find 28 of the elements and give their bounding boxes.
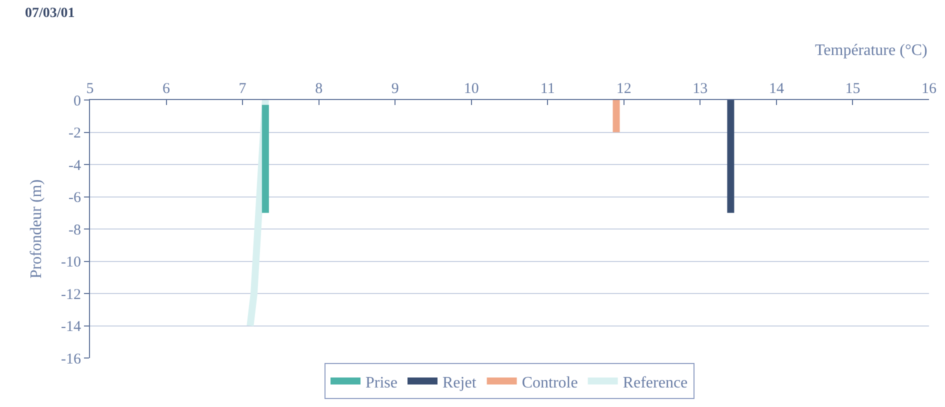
legend-label: Prise [366, 374, 398, 392]
x-axis-title: Température (°C) [815, 42, 928, 59]
x-tick-label: 14 [768, 81, 784, 97]
y-tick-label: -12 [61, 286, 81, 303]
legend-label: Reference [622, 374, 688, 392]
y-tick-label: -6 [68, 190, 82, 206]
x-tick-label: 12 [616, 81, 632, 97]
chart-title: 07/03/01 [25, 6, 75, 21]
x-tick-label: 9 [391, 81, 399, 97]
y-tick-label: -2 [68, 126, 81, 142]
y-tick-label: -8 [68, 222, 81, 238]
x-tick-label: 15 [845, 81, 860, 97]
legend-label: Controle [522, 374, 578, 392]
x-tick-label: 10 [464, 81, 479, 97]
x-tick-label: 8 [315, 81, 323, 97]
y-tick-label: 0 [74, 93, 81, 110]
legend-label: Rejet [442, 374, 477, 392]
x-tick-label: 11 [540, 81, 555, 97]
y-axis-title: Profondeur (m) [28, 179, 45, 279]
y-tick-label: -10 [61, 254, 81, 270]
x-tick-label: 7 [238, 81, 247, 97]
x-tick-label: 13 [692, 81, 708, 97]
y-tick-label: -14 [61, 319, 82, 335]
y-tick-label: -16 [61, 351, 82, 368]
x-tick-label: 5 [86, 81, 94, 97]
y-tick-label: -4 [68, 158, 82, 174]
x-tick-label: 6 [162, 81, 171, 97]
x-tick-label: 16 [922, 81, 937, 97]
